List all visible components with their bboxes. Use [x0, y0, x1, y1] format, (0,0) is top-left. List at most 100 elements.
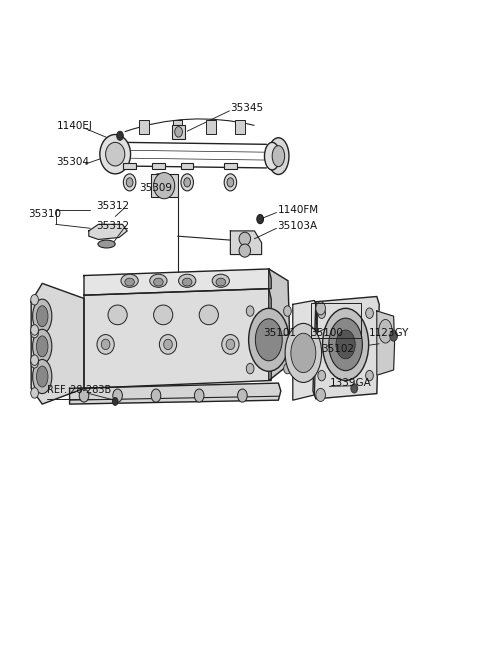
Text: 35310: 35310: [28, 209, 61, 219]
Polygon shape: [89, 224, 127, 239]
Ellipse shape: [36, 336, 48, 357]
Ellipse shape: [239, 232, 251, 245]
Text: 35304: 35304: [57, 157, 90, 167]
Circle shape: [284, 306, 291, 316]
Ellipse shape: [216, 278, 226, 286]
Ellipse shape: [106, 142, 125, 166]
Circle shape: [257, 215, 264, 224]
Circle shape: [227, 178, 234, 187]
Ellipse shape: [222, 335, 239, 354]
Text: REF. 28-283B: REF. 28-283B: [47, 385, 111, 395]
Bar: [152, 163, 165, 169]
Text: 35100: 35100: [310, 329, 343, 338]
Text: 1140FM: 1140FM: [277, 205, 319, 215]
Circle shape: [366, 371, 373, 381]
Circle shape: [117, 131, 123, 140]
Text: 1140EJ: 1140EJ: [57, 121, 93, 131]
Circle shape: [155, 178, 162, 187]
Circle shape: [238, 389, 247, 402]
Circle shape: [318, 371, 325, 381]
Ellipse shape: [316, 302, 325, 315]
Polygon shape: [70, 383, 281, 404]
Polygon shape: [230, 231, 262, 255]
Ellipse shape: [316, 388, 325, 401]
Ellipse shape: [182, 278, 192, 286]
Ellipse shape: [249, 308, 289, 371]
Ellipse shape: [329, 318, 362, 371]
Ellipse shape: [36, 366, 48, 387]
Circle shape: [351, 384, 358, 393]
Circle shape: [284, 363, 291, 374]
Circle shape: [246, 306, 254, 316]
Ellipse shape: [154, 278, 163, 286]
Ellipse shape: [33, 359, 52, 394]
Circle shape: [113, 389, 122, 402]
Circle shape: [31, 325, 38, 335]
Ellipse shape: [272, 146, 285, 167]
Bar: [206, 120, 216, 134]
Circle shape: [390, 331, 397, 341]
Ellipse shape: [285, 323, 322, 382]
Polygon shape: [377, 311, 395, 375]
Polygon shape: [269, 269, 290, 380]
Circle shape: [181, 174, 193, 191]
Circle shape: [31, 358, 38, 368]
Circle shape: [318, 308, 325, 318]
Ellipse shape: [150, 274, 167, 287]
Bar: [235, 120, 245, 134]
Circle shape: [126, 178, 133, 187]
Circle shape: [31, 327, 38, 338]
Bar: [172, 125, 185, 139]
Text: 35312: 35312: [96, 201, 129, 211]
Bar: [311, 303, 361, 338]
Circle shape: [184, 178, 191, 187]
Bar: [173, 120, 182, 134]
Ellipse shape: [199, 305, 218, 325]
Circle shape: [151, 389, 161, 402]
Circle shape: [175, 127, 182, 137]
Ellipse shape: [268, 138, 289, 174]
Circle shape: [31, 295, 38, 305]
Circle shape: [246, 363, 254, 374]
Circle shape: [152, 174, 165, 191]
Ellipse shape: [121, 274, 138, 287]
Text: 35101: 35101: [263, 329, 296, 338]
Ellipse shape: [36, 306, 48, 327]
Circle shape: [112, 398, 118, 405]
Ellipse shape: [179, 274, 196, 287]
Text: 1123GY: 1123GY: [369, 329, 409, 338]
Polygon shape: [31, 283, 84, 404]
Ellipse shape: [108, 305, 127, 325]
Ellipse shape: [33, 299, 52, 333]
Polygon shape: [313, 297, 379, 399]
Ellipse shape: [159, 335, 177, 354]
Ellipse shape: [336, 330, 355, 359]
Circle shape: [123, 174, 136, 191]
Ellipse shape: [101, 339, 110, 350]
Text: 35102: 35102: [322, 344, 355, 354]
Circle shape: [31, 355, 38, 365]
Ellipse shape: [164, 339, 172, 350]
Circle shape: [224, 174, 237, 191]
Bar: [181, 163, 193, 169]
Ellipse shape: [100, 134, 131, 174]
Bar: [139, 120, 149, 134]
Text: 35312: 35312: [96, 221, 129, 231]
Bar: [151, 174, 178, 197]
Ellipse shape: [97, 335, 114, 354]
Bar: [224, 163, 237, 169]
Ellipse shape: [125, 278, 134, 286]
Ellipse shape: [212, 274, 229, 287]
Circle shape: [366, 308, 373, 318]
Text: 35345: 35345: [230, 103, 264, 113]
Text: 1339GA: 1339GA: [330, 379, 372, 388]
Ellipse shape: [33, 329, 52, 363]
Polygon shape: [84, 289, 271, 388]
Ellipse shape: [226, 339, 235, 350]
Text: 35103A: 35103A: [277, 221, 318, 231]
Circle shape: [31, 388, 38, 398]
Bar: [123, 163, 136, 169]
Text: 35309: 35309: [139, 183, 172, 193]
Ellipse shape: [255, 319, 282, 361]
Ellipse shape: [154, 173, 175, 199]
